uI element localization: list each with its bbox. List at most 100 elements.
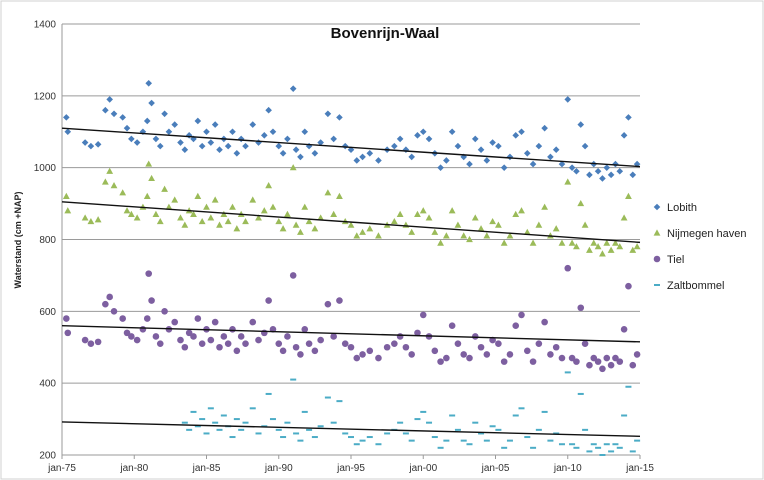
data-point-zaltbommel xyxy=(621,414,628,417)
data-point-nijmegen-haven xyxy=(594,243,602,250)
data-point-tiel xyxy=(181,343,189,351)
data-point-zaltbommel xyxy=(629,450,636,453)
data-point-nijmegen-haven xyxy=(260,207,268,214)
data-point-zaltbommel xyxy=(634,439,641,442)
data-point-nijmegen-haven xyxy=(518,207,525,214)
legend-label-tiel: Tiel xyxy=(667,254,684,266)
data-point-lobith xyxy=(573,167,580,175)
data-point-nijmegen-haven xyxy=(292,221,300,228)
data-point-nijmegen-haven xyxy=(242,217,249,225)
data-point-lobith xyxy=(633,160,641,168)
data-point-lobith xyxy=(353,157,361,164)
data-point-lobith xyxy=(414,132,421,139)
data-point-nijmegen-haven xyxy=(330,210,338,217)
data-point-zaltbommel xyxy=(495,428,502,431)
data-point-lobith xyxy=(607,171,615,179)
data-point-tiel xyxy=(495,340,502,347)
y-axis-ticks: 200 400 600 800 1000 1200 1400 xyxy=(34,20,57,462)
data-point-zaltbommel xyxy=(255,432,262,435)
data-point-tiel xyxy=(366,347,374,355)
data-point-zaltbommel xyxy=(238,428,245,431)
data-point-zaltbommel xyxy=(366,436,373,439)
data-point-zaltbommel xyxy=(590,443,597,446)
data-point-nijmegen-haven xyxy=(442,232,450,239)
data-point-lobith xyxy=(237,135,245,143)
data-point-zaltbommel xyxy=(541,410,548,413)
data-point-tiel xyxy=(607,361,615,369)
data-point-zaltbommel xyxy=(203,432,210,435)
data-point-zaltbommel xyxy=(518,407,525,410)
data-point-nijmegen-haven xyxy=(581,221,589,228)
data-point-lobith xyxy=(535,142,543,150)
data-point-lobith xyxy=(119,114,126,121)
data-point-lobith xyxy=(87,142,95,150)
data-point-zaltbommel xyxy=(569,443,576,446)
data-point-tiel xyxy=(586,361,593,369)
data-point-nijmegen-haven xyxy=(425,214,433,221)
data-point-tiel xyxy=(558,354,566,362)
data-point-nijmegen-haven xyxy=(255,214,262,221)
data-point-nijmegen-haven xyxy=(198,217,206,225)
data-point-lobith xyxy=(568,164,576,171)
data-point-nijmegen-haven xyxy=(269,203,277,210)
y-tick-label: 600 xyxy=(39,307,56,318)
data-point-zaltbommel xyxy=(564,371,571,374)
data-point-zaltbommel xyxy=(472,421,479,424)
data-point-nijmegen-haven xyxy=(123,207,131,214)
data-point-zaltbommel xyxy=(408,439,415,442)
data-point-tiel xyxy=(216,343,223,351)
data-point-nijmegen-haven xyxy=(573,243,580,250)
data-point-lobith xyxy=(425,135,433,143)
y-axis-label: Waterstand (cm +NAP) xyxy=(13,192,23,289)
data-point-zaltbommel xyxy=(233,418,240,421)
y-tick-label: 800 xyxy=(39,235,56,246)
data-point-nijmegen-haven xyxy=(119,189,127,196)
data-point-zaltbommel xyxy=(297,439,304,442)
data-point-nijmegen-haven xyxy=(171,196,179,203)
data-point-lobith xyxy=(128,135,135,143)
trendline-tiel xyxy=(61,325,641,343)
data-point-zaltbommel xyxy=(397,421,404,424)
data-point-lobith xyxy=(317,139,324,146)
data-point-tiel xyxy=(261,329,268,337)
data-point-lobith xyxy=(586,171,593,179)
data-point-tiel xyxy=(590,354,598,362)
data-point-lobith xyxy=(211,121,219,128)
trendline-nijmegen-haven xyxy=(61,201,641,244)
data-point-tiel xyxy=(292,343,300,351)
y-tick-label: 1000 xyxy=(34,163,57,174)
data-point-tiel xyxy=(408,351,415,358)
data-point-tiel xyxy=(419,311,427,319)
data-point-tiel xyxy=(629,361,637,369)
data-point-nijmegen-haven xyxy=(275,217,283,225)
data-point-lobith xyxy=(289,85,297,92)
data-point-nijmegen-haven xyxy=(190,210,197,217)
data-point-zaltbommel xyxy=(553,432,560,435)
data-point-lobith xyxy=(330,135,337,143)
data-point-nijmegen-haven xyxy=(284,210,291,217)
data-point-tiel xyxy=(233,347,241,355)
data-point-nijmegen-haven xyxy=(216,221,223,228)
data-point-zaltbommel xyxy=(608,450,615,453)
data-point-tiel xyxy=(359,351,366,358)
data-point-zaltbommel xyxy=(426,421,433,424)
data-point-nijmegen-haven xyxy=(249,196,257,203)
data-point-nijmegen-haven xyxy=(568,239,576,246)
data-point-nijmegen-haven xyxy=(577,199,585,207)
data-point-nijmegen-haven xyxy=(414,210,421,217)
legend-label-lobith: Lobith xyxy=(667,202,697,214)
data-point-tiel xyxy=(616,358,624,365)
data-point-tiel xyxy=(64,329,72,337)
data-point-tiel xyxy=(431,347,439,355)
data-point-lobith xyxy=(207,139,215,146)
data-point-zaltbommel xyxy=(420,410,427,413)
data-point-zaltbommel xyxy=(616,446,623,449)
data-point-zaltbommel xyxy=(535,428,542,431)
data-point-tiel xyxy=(185,329,193,337)
data-point-zaltbommel xyxy=(460,439,467,442)
data-point-lobith xyxy=(123,124,131,132)
data-point-tiel xyxy=(249,318,257,326)
data-point-nijmegen-haven xyxy=(590,239,598,246)
data-point-lobith xyxy=(616,167,624,175)
data-point-zaltbommel xyxy=(501,446,508,449)
